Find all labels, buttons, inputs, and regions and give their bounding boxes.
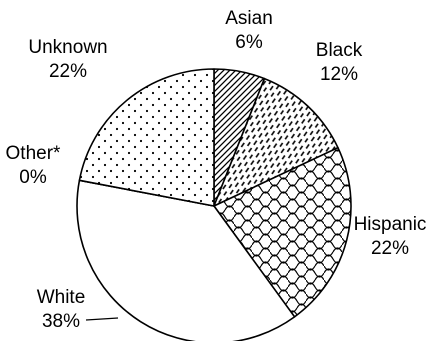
slice-label-unknown: Unknown	[28, 37, 107, 58]
slice-label-white: White	[37, 287, 86, 308]
slice-label-hispanic: Hispanic	[354, 214, 427, 235]
slice-value-black: 12%	[320, 64, 358, 85]
pie-labels: Asian 6% Black 12% Hispanic 22% White 38% Other*…	[6, 8, 427, 332]
slice-value-hispanic: 22%	[371, 238, 409, 259]
pie-slice-hispanic	[213, 146, 352, 318]
slice-value-unknown: 22%	[49, 61, 87, 82]
slice-label-asian: Asian	[225, 8, 273, 29]
pie-slice-unknown	[78, 68, 215, 207]
pie-slices	[76, 68, 352, 341]
slice-value-white: 38%	[42, 311, 80, 332]
slice-label-black: Black	[316, 40, 363, 61]
slice-value-asian: 6%	[235, 32, 263, 53]
leader-line-white	[85, 317, 119, 321]
slice-label-other: Other*	[6, 143, 62, 164]
pie-slice-white	[76, 179, 296, 341]
pie-slice-black	[213, 77, 339, 207]
slice-value-other: 0%	[19, 167, 47, 188]
